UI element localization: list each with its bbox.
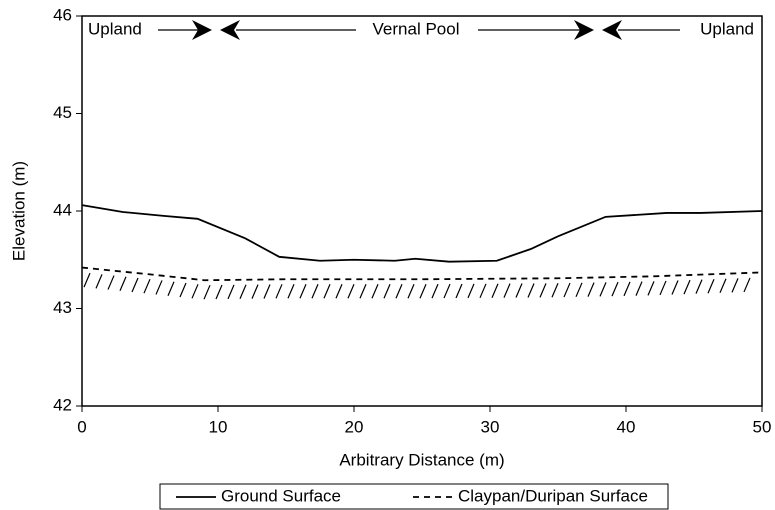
legend-label: Claypan/Duripan Surface [458, 486, 648, 505]
x-tick-label: 40 [617, 417, 636, 436]
y-tick-label: 46 [53, 5, 72, 24]
x-tick-label: 10 [209, 417, 228, 436]
x-tick-label: 30 [481, 417, 500, 436]
annotation: Upland [88, 19, 142, 38]
x-tick-label: 50 [753, 417, 772, 436]
y-tick-label: 43 [53, 298, 72, 317]
arrowheads [192, 20, 622, 40]
annotation: Upland [700, 19, 754, 38]
series-line [81, 204, 763, 263]
series-line [81, 266, 763, 282]
y-tick-label: 42 [53, 395, 72, 414]
annotation: Vernal Pool [373, 19, 460, 38]
hatch [83, 272, 751, 300]
y-tick-label: 45 [53, 103, 72, 122]
legend-box [159, 483, 669, 510]
y-tick-label: 44 [53, 200, 72, 219]
x-tick-label: 0 [77, 417, 86, 436]
x-tick-label: 20 [345, 417, 364, 436]
x-axis-label: Arbitrary Distance (m) [339, 450, 504, 469]
plot-frame [81, 15, 763, 407]
y-axis-label: Elevation (m) [9, 161, 28, 261]
legend-label: Ground Surface [221, 486, 341, 505]
